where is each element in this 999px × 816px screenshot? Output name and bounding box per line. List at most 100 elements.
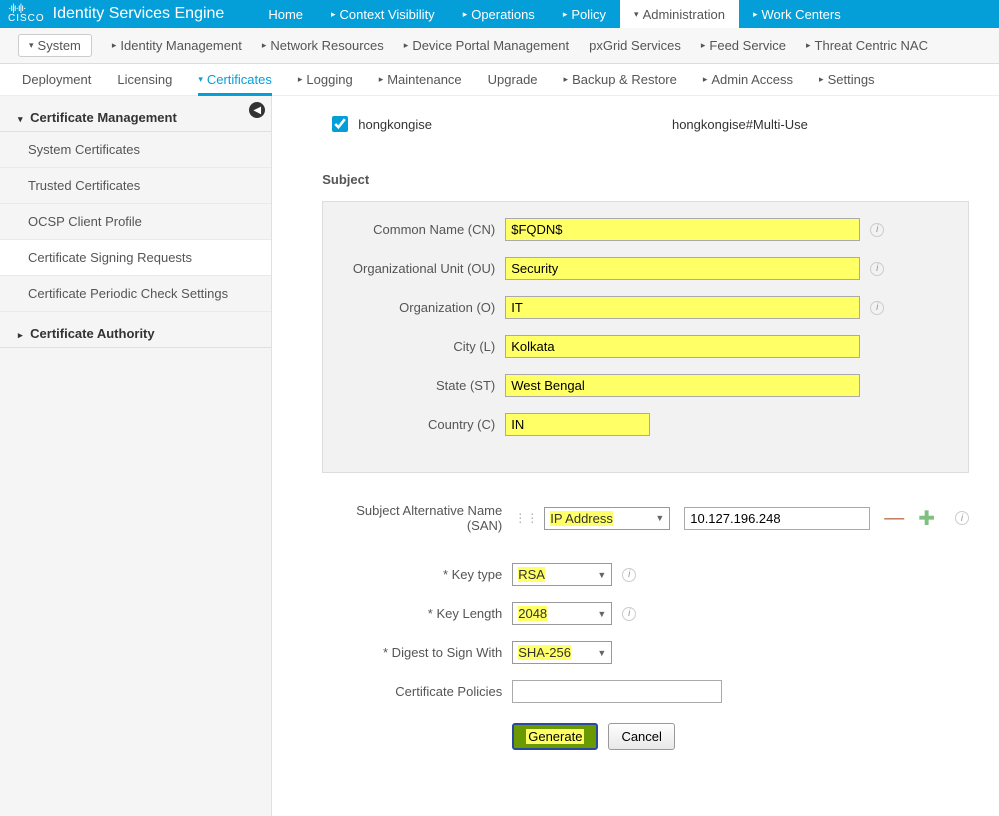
node-row: hongkongise hongkongise#Multi-Use [322, 116, 969, 132]
subject-row: Organizational Unit (OU) i [335, 257, 956, 280]
chevron-down-icon: ▼ [597, 609, 606, 619]
triangle-right-icon: ▸ [806, 40, 811, 51]
triangle-right-icon: ▸ [18, 330, 23, 340]
key-length-row: * Key Length 2048 ▼ i [322, 602, 969, 625]
cancel-button[interactable]: Cancel [608, 723, 674, 750]
field-input[interactable] [505, 374, 860, 397]
field-label: Organizational Unit (OU) [335, 261, 505, 276]
subnav-identity-management[interactable]: ▸Identity Management [112, 38, 242, 53]
info-icon[interactable]: i [955, 511, 969, 525]
info-icon[interactable]: i [870, 262, 884, 276]
tertnav-settings[interactable]: ▸Settings [819, 72, 875, 87]
digest-label: * Digest to Sign With [322, 645, 512, 660]
san-type-select[interactable]: IP Address ▼ [544, 507, 670, 530]
sidebar-item-ocsp-client-profile[interactable]: OCSP Client Profile [0, 204, 271, 240]
topnav-work-centers[interactable]: ▸Work Centers [739, 0, 855, 28]
subject-row: Country (C) [335, 413, 956, 436]
sidebar: ◀ ▾ Certificate ManagementSystem Certifi… [0, 96, 272, 816]
topnav-administration[interactable]: ▾Administration [620, 0, 739, 28]
tertnav-certificates[interactable]: ▾Certificates [198, 72, 272, 96]
digest-select[interactable]: SHA-256 ▼ [512, 641, 612, 664]
tertnav-backup-restore[interactable]: ▸Backup & Restore [564, 72, 677, 87]
generate-button[interactable]: Generate [512, 723, 598, 750]
tertnav-licensing[interactable]: Licensing [117, 72, 172, 87]
subject-row: City (L) [335, 335, 956, 358]
key-length-select[interactable]: 2048 ▼ [512, 602, 612, 625]
info-icon[interactable]: i [622, 607, 636, 621]
digest-row: * Digest to Sign With SHA-256 ▼ [322, 641, 969, 664]
subject-row: State (ST) [335, 374, 956, 397]
sidebar-item-system-certificates[interactable]: System Certificates [0, 132, 271, 168]
sidebar-group-certificate-authority[interactable]: ▸ Certificate Authority [0, 312, 271, 348]
sidebar-item-trusted-certificates[interactable]: Trusted Certificates [0, 168, 271, 204]
drag-handle-icon[interactable]: ⋮⋮ [514, 511, 538, 525]
field-label: Organization (O) [335, 300, 505, 315]
remove-san-icon[interactable]: — [884, 507, 904, 530]
cisco-logo: ·ı|ı·ı|ı· CISCO [8, 4, 45, 24]
field-input[interactable] [505, 335, 860, 358]
subject-row: Organization (O) i [335, 296, 956, 319]
field-input[interactable] [505, 413, 650, 436]
triangle-right-icon: ▸ [703, 74, 708, 85]
field-label: Common Name (CN) [335, 222, 505, 237]
chevron-down-icon: ▼ [655, 513, 664, 523]
topnav-context-visibility[interactable]: ▸Context Visibility [317, 0, 449, 28]
triangle-right-icon: ▸ [563, 9, 568, 20]
tertnav-upgrade[interactable]: Upgrade [488, 72, 538, 87]
triangle-down-icon: ▾ [29, 40, 34, 51]
subnav-feed-service[interactable]: ▸Feed Service [701, 38, 786, 53]
topnav-home[interactable]: Home [254, 0, 317, 28]
tertnav-logging[interactable]: ▸Logging [298, 72, 353, 87]
key-type-select[interactable]: RSA ▼ [512, 563, 612, 586]
chevron-down-icon: ▼ [597, 570, 606, 580]
subnav-pxgrid-services[interactable]: pxGrid Services [589, 38, 681, 53]
triangle-right-icon: ▸ [564, 74, 569, 85]
tertiary-nav: Deployment Licensing ▾Certificates ▸Logging… [0, 64, 999, 96]
field-input[interactable] [505, 218, 860, 241]
subject-section: Common Name (CN)iOrganizational Unit (OU… [322, 201, 969, 473]
sidebar-group-certificate-management[interactable]: ▾ Certificate Management [0, 96, 271, 132]
triangle-right-icon: ▸ [379, 74, 384, 85]
triangle-right-icon: ▸ [701, 40, 706, 51]
subnav-device-portal-management[interactable]: ▸Device Portal Management [404, 38, 569, 53]
san-value-input[interactable] [684, 507, 870, 530]
node-checkbox[interactable] [332, 116, 348, 132]
subnav-threat-centric-nac[interactable]: ▸Threat Centric NAC [806, 38, 928, 53]
subject-row: Common Name (CN) i [335, 218, 956, 241]
info-icon[interactable]: i [622, 568, 636, 582]
button-row: Generate Cancel [322, 723, 969, 750]
info-icon[interactable]: i [870, 301, 884, 315]
triangle-down-icon: ▾ [198, 74, 203, 85]
cert-policies-label: Certificate Policies [322, 684, 512, 699]
field-input[interactable] [505, 296, 860, 319]
main-area: ◀ ▾ Certificate ManagementSystem Certifi… [0, 96, 999, 816]
field-label: State (ST) [335, 378, 505, 393]
san-label: Subject Alternative Name (SAN) [322, 503, 512, 533]
field-label: Country (C) [335, 417, 505, 432]
triangle-right-icon: ▸ [463, 9, 468, 20]
tertnav-admin-access[interactable]: ▸Admin Access [703, 72, 793, 87]
tertnav-deployment[interactable]: Deployment [22, 72, 91, 87]
cert-policies-input[interactable] [512, 680, 722, 703]
field-input[interactable] [505, 257, 860, 280]
sidebar-item-certificate-signing-requests[interactable]: Certificate Signing Requests [0, 240, 271, 276]
san-row: Subject Alternative Name (SAN) ⋮⋮ IP Add… [322, 503, 969, 533]
triangle-right-icon: ▸ [404, 40, 409, 51]
triangle-right-icon: ▸ [753, 9, 758, 20]
topnav-operations[interactable]: ▸Operations [449, 0, 549, 28]
chevron-down-icon: ▼ [597, 648, 606, 658]
field-label: City (L) [335, 339, 505, 354]
subnav-system[interactable]: ▾System [18, 34, 92, 57]
topnav-policy[interactable]: ▸Policy [549, 0, 620, 28]
node-usage: hongkongise#Multi-Use [672, 117, 808, 132]
triangle-down-icon: ▾ [634, 9, 639, 20]
sidebar-item-certificate-periodic-check-settings[interactable]: Certificate Periodic Check Settings [0, 276, 271, 312]
add-san-icon[interactable]: ✚ [918, 506, 935, 531]
triangle-down-icon: ▾ [18, 114, 23, 124]
info-icon[interactable]: i [870, 223, 884, 237]
subject-heading: Subject [322, 172, 969, 187]
tertnav-maintenance[interactable]: ▸Maintenance [379, 72, 462, 87]
app-title: Identity Services Engine [53, 5, 225, 23]
triangle-right-icon: ▸ [298, 74, 303, 85]
subnav-network-resources[interactable]: ▸Network Resources [262, 38, 384, 53]
